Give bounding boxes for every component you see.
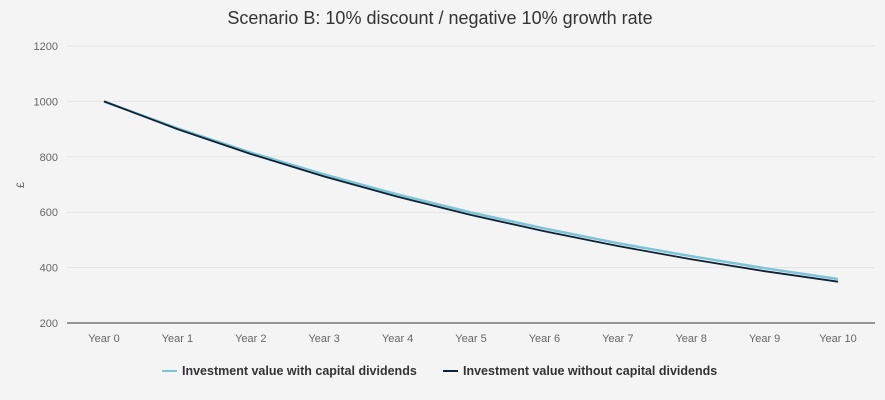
- x-axis-ticks: Year 0 Year 1 Year 2 Year 3 Year 4 Year 5 Year…: [88, 333, 856, 345]
- y-tick-label: 400: [40, 263, 58, 275]
- x-tick-label: Year 7: [602, 333, 633, 345]
- x-tick-label: Year 0: [88, 333, 119, 345]
- legend[interactable]: Investment value with capital dividends I…: [162, 364, 717, 378]
- y-tick-label: 1200: [34, 41, 58, 53]
- series-lines: [103, 100, 839, 283]
- gridlines: [67, 45, 875, 269]
- legend-item-1[interactable]: Investment value with capital dividends: [162, 364, 417, 378]
- x-tick-label: Year 9: [749, 333, 780, 345]
- y-axis-ticks: 1200 1000 800 600 400 200: [34, 41, 58, 330]
- chart-title: Scenario B: 10% discount / negative 10% …: [227, 8, 652, 28]
- y-tick-label: 600: [40, 207, 58, 219]
- y-tick-label: 800: [40, 152, 58, 164]
- series-line-2: [103, 100, 839, 283]
- series-line-1: [103, 100, 839, 281]
- legend-item-2[interactable]: Investment value without capital dividen…: [443, 364, 717, 378]
- legend-label: Investment value with capital dividends: [182, 364, 417, 378]
- y-tick-label: 1000: [34, 96, 58, 108]
- x-tick-label: Year 4: [382, 333, 413, 345]
- x-tick-label: Year 2: [235, 333, 266, 345]
- y-tick-label: 200: [40, 318, 58, 330]
- legend-label: Investment value without capital dividen…: [463, 364, 717, 378]
- x-tick-label: Year 3: [308, 333, 339, 345]
- x-tick-label: Year 6: [529, 333, 560, 345]
- x-tick-label: Year 1: [162, 333, 193, 345]
- x-tick-label: Year 5: [455, 333, 486, 345]
- x-tick-label: Year 10: [819, 333, 857, 345]
- x-tick-label: Year 8: [675, 333, 706, 345]
- y-axis-label: £: [15, 182, 27, 188]
